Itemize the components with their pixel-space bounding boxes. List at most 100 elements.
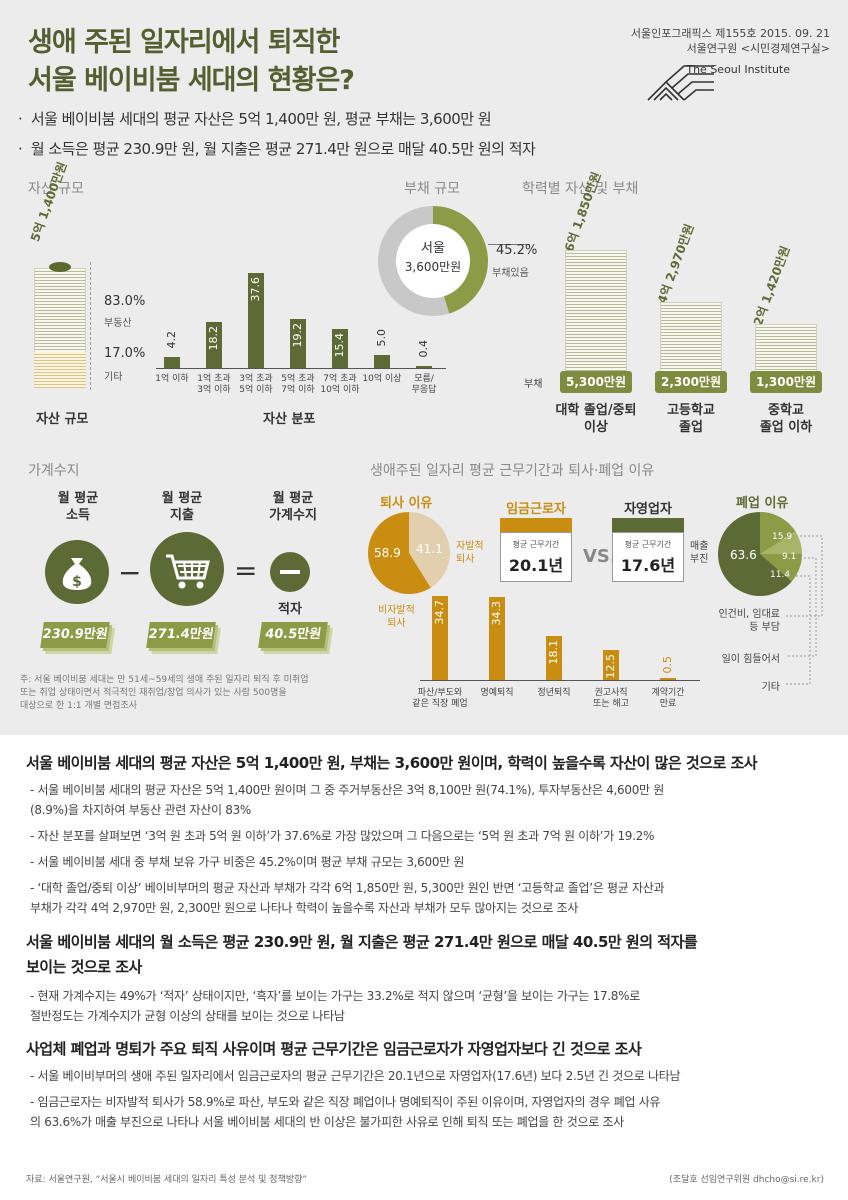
body-paragraph: - 자산 분포를 살펴보면 ‘3억 원 초과 5억 원 이하’가 37.6%로 …: [30, 829, 655, 843]
closure-c-label: 기타: [761, 682, 780, 693]
reason-value: 34.7: [433, 600, 446, 625]
distribution-caption: 자산 분포: [263, 412, 316, 427]
distribution-value: 18.2: [207, 326, 220, 351]
publication-info: 서울인포그래픽스 제155호 2015. 09. 21 서울연구원 <시민경제연…: [630, 27, 830, 55]
edu-stack-2: [660, 302, 722, 380]
reason-bar: [546, 636, 562, 680]
footer-author: (조달호 선임연구위원 dhcho@si.re.kr): [669, 1175, 824, 1185]
distribution-baseline: [156, 368, 446, 369]
body-heading-2: 서울 베이비붐 세대의 월 소득은 평균 230.9만 원, 월 지출은 평균 …: [26, 933, 698, 976]
reason-category: 권고사직 또는 해고: [593, 688, 629, 709]
distribution-bar: [248, 273, 264, 368]
cart-glyph-icon: [166, 554, 210, 589]
edu-debt-2: 2,300만원: [655, 371, 727, 393]
section-title-tenure: 생애주된 일자리 평균 근무기간과 퇴사·폐업 이유: [370, 463, 655, 479]
reason-value: 12.5: [604, 653, 617, 679]
distribution-bar: [416, 366, 432, 368]
reason-category: 계약기간 만료: [651, 688, 685, 709]
distribution-bar: [374, 355, 390, 368]
edu-label-3: 중학교 졸업 이하: [759, 403, 813, 435]
body-paragraph: - 현재 가계수지는 49%가 ‘적자’ 상태이지만, ‘흑자’를 보이는 가구…: [30, 989, 640, 1023]
reason-category: 정년퇴직: [537, 688, 571, 698]
distribution-value: 19.2: [291, 323, 304, 348]
resign-reason-chart: 34.7 파산/부도와 같은 직장 폐업 34.3 명예퇴직 18.1 정년퇴직 12.5 권…: [412, 596, 700, 709]
closure-title: 폐업 이유: [736, 496, 789, 511]
closure-pie: [718, 512, 802, 596]
vs-label: VS.: [583, 546, 617, 567]
reason-bar: [603, 649, 619, 680]
edu-stack-3: [755, 324, 817, 380]
balance-amount: 40.5만원: [258, 622, 328, 648]
reason-category: 명예퇴직: [480, 688, 514, 698]
asset-other-stack: [34, 352, 86, 388]
real-estate-pct: 83.0%: [104, 294, 146, 309]
edu-debt-3: 1,300만원: [750, 371, 822, 393]
summary-item: · 서울 베이비붐 세대의 평균 자산은 5억 1,400만 원, 평균 부채는…: [18, 110, 492, 128]
voluntary-value: 41.1: [416, 542, 443, 556]
calendar-header-self: [612, 518, 684, 532]
asset-caption: 자산 규모: [36, 412, 89, 427]
section-title-assets: 자산 규모: [28, 181, 84, 197]
reason-baseline: [420, 680, 700, 681]
distribution-bar: [290, 319, 306, 368]
wage-card: 평균 근무기간 20.1년: [500, 532, 572, 582]
reason-value: 34.3: [490, 600, 503, 626]
debt-pct: 45.2%: [496, 243, 538, 258]
distribution-category: 7억 초과 10억 이하: [320, 374, 360, 395]
calendar-header-wage: [500, 518, 572, 532]
asset-divider: [90, 262, 91, 390]
minus-sign: −: [118, 556, 142, 589]
self-title: 자영업자: [624, 502, 672, 517]
involuntary-value: 58.9: [374, 546, 401, 560]
other-label: 기타: [104, 372, 123, 383]
coin-top-icon: [49, 262, 71, 272]
page-title: 생애 주된 일자리에서 퇴직한 서울 베이비붐 세대의 현황은?: [28, 27, 355, 96]
closure-a-value: 15.9: [772, 532, 793, 542]
section-title-household: 가계수지: [28, 463, 80, 479]
balance-label: 월 평균 가계수지: [269, 491, 317, 523]
distribution-value: 37.6: [249, 277, 262, 302]
section-title-debt: 부채 규모: [404, 181, 460, 197]
body-heading-3: 사업체 폐업과 명퇴가 주요 퇴직 사유이며 평균 근무기간은 임금근로자가 자…: [26, 1040, 642, 1058]
wage-title: 임금근로자: [506, 502, 566, 517]
distribution-value: 0.4: [417, 340, 430, 358]
logo-text: The Seoul Institute: [686, 63, 790, 76]
distribution-bar: [164, 357, 180, 368]
distribution-category: 3억 초과 5억 이하: [239, 374, 273, 395]
debt-label: 부채: [524, 379, 543, 390]
debt-pct-label: 부채있음: [492, 268, 529, 279]
reason-value: 0.5: [661, 656, 674, 674]
cart-icon: [150, 532, 224, 606]
reason-bar: [489, 596, 505, 680]
edu-label-2: 고등학교 졸업: [667, 403, 715, 435]
edu-label-1: 대학 졸업/중퇴 이상: [555, 403, 637, 435]
expense-label: 월 평균 지출: [161, 491, 203, 523]
body-paragraph: - ‘대학 졸업/중퇴 이상’ 베이비부머의 평균 자산과 부채가 각각 6억 …: [30, 881, 665, 915]
distribution-value: 5.0: [375, 329, 388, 347]
footer-source: 자료: 서울연구원, “서울시 베이비붐 세대의 일자리 특성 분석 및 정책방…: [26, 1175, 308, 1185]
other-pct: 17.0%: [104, 346, 146, 361]
distribution-bar: [206, 322, 222, 368]
reason-bar: [432, 596, 448, 680]
asset-distribution-chart: 4.2 1억 이하 18.2 1억 초과 3억 이하 37.6 3억 초과 5억 이하 19…: [155, 260, 446, 395]
real-estate-label: 부동산: [104, 318, 132, 329]
seoul-institute-logo: [647, 65, 714, 101]
closure-c-value: 11.4: [770, 570, 791, 580]
reason-bar: [660, 678, 676, 680]
distribution-value: 15.4: [333, 333, 346, 358]
deficit-label: 적자: [278, 602, 302, 617]
involuntary-label: 비자발적 퇴사: [378, 605, 415, 629]
distribution-bar: [332, 329, 348, 368]
body-paragraph: - 서울 베이비붐 세대의 평균 자산은 5억 1,400만 원이며 그 중 주…: [30, 783, 665, 817]
closure-leader-lines: [786, 535, 823, 685]
debt-leader-line: [488, 244, 530, 245]
reason-value: 18.1: [547, 640, 560, 665]
section-title-education: 학력별 자산 및 부채: [522, 181, 639, 197]
closure-b-label: 일이 힘들어서: [721, 654, 780, 665]
money-bag-glyph-icon: $: [62, 558, 92, 590]
edu-stack-1: [565, 250, 627, 380]
distribution-value: 4.2: [165, 331, 178, 349]
income-amount: 230.9만원: [40, 622, 110, 648]
distribution-category: 10억 이상: [362, 374, 402, 384]
survey-note: 주: 서울 베이비붐 세대는 만 51세~59세의 생애 주된 일자리 퇴직 후…: [20, 675, 309, 711]
